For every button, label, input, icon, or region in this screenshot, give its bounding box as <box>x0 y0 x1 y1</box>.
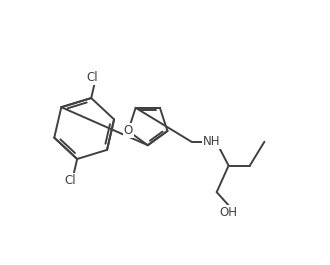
Text: Cl: Cl <box>87 71 98 84</box>
Text: Cl: Cl <box>65 174 76 187</box>
Text: OH: OH <box>219 205 238 219</box>
Text: NH: NH <box>203 135 220 148</box>
Text: O: O <box>123 125 133 138</box>
